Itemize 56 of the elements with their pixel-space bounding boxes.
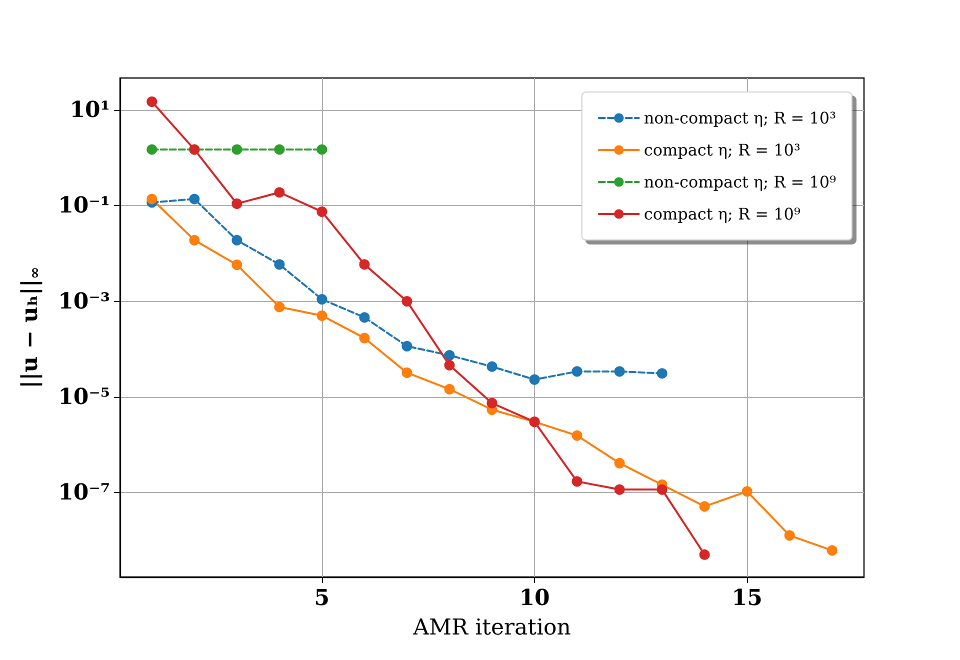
y-tick-label: 10¹ — [70, 97, 110, 124]
point — [359, 332, 370, 344]
point — [359, 312, 370, 323]
point — [359, 259, 370, 270]
point — [232, 198, 242, 209]
point — [402, 296, 412, 307]
point — [444, 384, 455, 394]
point — [146, 194, 158, 204]
x-axis-title: AMR iteration — [412, 616, 571, 640]
point — [274, 144, 285, 155]
point — [699, 501, 710, 512]
point — [402, 340, 412, 352]
point — [572, 476, 582, 487]
point — [784, 530, 795, 541]
point — [614, 458, 625, 468]
point — [146, 144, 158, 155]
legend-label: compact η; R = 10⁹ — [644, 204, 801, 224]
point — [189, 234, 200, 246]
point — [274, 187, 285, 198]
point — [146, 96, 158, 107]
point — [529, 374, 540, 385]
point — [656, 484, 668, 495]
point — [656, 368, 668, 379]
point — [444, 360, 455, 370]
legend-label: non-compact η; R = 10⁹ — [644, 172, 837, 192]
point — [232, 260, 242, 270]
point — [742, 486, 752, 497]
point — [486, 398, 498, 408]
point — [274, 302, 285, 312]
point — [444, 350, 455, 361]
point — [316, 206, 328, 217]
point — [614, 366, 625, 377]
y-tick-label: 10⁻¹ — [58, 192, 110, 219]
x-tick-label: 15 — [732, 585, 762, 611]
y-tick-label: 10⁻⁷ — [58, 479, 110, 506]
point — [189, 194, 200, 204]
legend-label: non-compact η; R = 10³ — [644, 108, 836, 128]
y-tick-label: 10⁻³ — [58, 288, 110, 314]
point — [316, 310, 328, 321]
point — [274, 259, 285, 270]
point — [232, 144, 242, 155]
y-axis-title: ||u − uₕ||∞ — [17, 266, 44, 388]
point — [572, 430, 582, 441]
point — [572, 366, 582, 377]
point — [699, 549, 710, 560]
legend-label: compact η; R = 10³ — [644, 140, 800, 160]
point — [316, 144, 328, 155]
point — [232, 234, 242, 246]
y-tick-label: 10⁻⁵ — [58, 384, 110, 410]
point — [826, 545, 838, 556]
point — [402, 367, 412, 378]
point — [316, 294, 328, 305]
x-tick-label: 10 — [519, 585, 550, 611]
point — [486, 361, 498, 372]
x-tick-label: 5 — [314, 585, 330, 611]
point — [614, 484, 625, 495]
